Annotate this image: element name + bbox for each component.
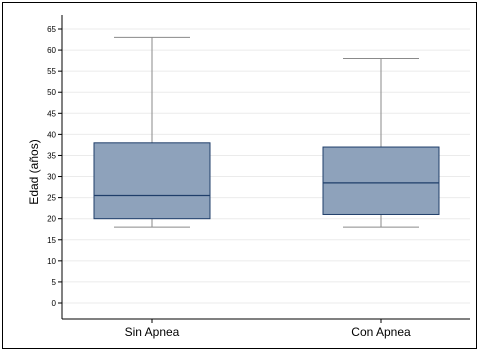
- y-tick-label: 50: [47, 88, 56, 97]
- x-axis-category-labels: Sin Apnea Con Apnea: [125, 319, 411, 339]
- y-tick-label: 5: [52, 278, 57, 287]
- y-tick-label: 45: [47, 109, 56, 118]
- box-2: [322, 58, 440, 228]
- y-axis-ticks: 0 5 10 15 20 25 30 35 40 45 50 55 60 65: [47, 25, 62, 308]
- y-tick-label: 40: [47, 130, 56, 139]
- y-tick-label: 20: [47, 215, 56, 224]
- axes: [61, 15, 470, 320]
- y-tick-label: 15: [47, 236, 56, 245]
- y-tick-label: 60: [47, 46, 56, 55]
- box-1: [93, 36, 211, 228]
- y-tick-label: 10: [47, 257, 56, 266]
- box-plot-series: [93, 36, 440, 228]
- iqr-box: [93, 142, 211, 220]
- x-category-label: Con Apnea: [351, 325, 411, 339]
- y-tick-label: 65: [47, 25, 56, 34]
- iqr-box: [322, 146, 440, 215]
- y-tick-label: 25: [47, 194, 56, 203]
- y-axis-title: Edad (años): [27, 139, 41, 204]
- y-tick-label: 30: [47, 173, 56, 182]
- y-tick-label: 0: [52, 299, 57, 308]
- y-tick-label: 35: [47, 151, 56, 160]
- x-category-label: Sin Apnea: [125, 325, 180, 339]
- y-tick-label: 55: [47, 67, 56, 76]
